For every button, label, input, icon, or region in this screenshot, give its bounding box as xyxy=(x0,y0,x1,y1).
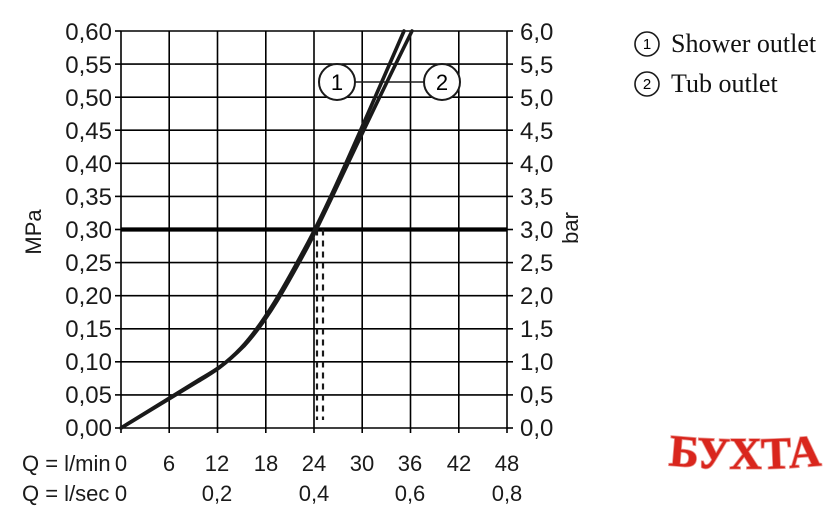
svg-text:0,6: 0,6 xyxy=(395,481,426,506)
svg-text:42: 42 xyxy=(447,451,471,476)
svg-text:0,2: 0,2 xyxy=(202,481,233,506)
svg-text:MPa: MPa xyxy=(21,209,46,255)
svg-text:БУХТА: БУХТА xyxy=(667,425,823,479)
svg-text:0,35: 0,35 xyxy=(65,184,112,211)
svg-text:2: 2 xyxy=(643,76,651,93)
svg-text:6: 6 xyxy=(163,451,175,476)
svg-text:Tub outlet: Tub outlet xyxy=(671,69,778,98)
svg-text:4,5: 4,5 xyxy=(520,118,553,145)
svg-text:0,20: 0,20 xyxy=(65,283,112,310)
svg-text:bar: bar xyxy=(558,212,583,244)
svg-text:0,45: 0,45 xyxy=(65,118,112,145)
svg-text:1,5: 1,5 xyxy=(520,316,553,343)
svg-text:Shower outlet: Shower outlet xyxy=(671,29,817,58)
svg-text:Q = l/sec: Q = l/sec xyxy=(22,481,109,506)
svg-text:0,0: 0,0 xyxy=(520,415,553,442)
svg-text:0,8: 0,8 xyxy=(492,481,523,506)
svg-text:36: 36 xyxy=(398,451,422,476)
svg-text:0,15: 0,15 xyxy=(65,316,112,343)
svg-text:30: 30 xyxy=(350,451,374,476)
svg-text:0: 0 xyxy=(115,481,127,506)
svg-text:0,10: 0,10 xyxy=(65,349,112,376)
svg-text:0,4: 0,4 xyxy=(299,481,330,506)
svg-text:0,00: 0,00 xyxy=(65,415,112,442)
svg-text:1: 1 xyxy=(643,36,651,53)
svg-text:2,5: 2,5 xyxy=(520,250,553,277)
svg-text:3,0: 3,0 xyxy=(520,217,553,244)
svg-text:0,30: 0,30 xyxy=(65,217,112,244)
svg-text:1,0: 1,0 xyxy=(520,349,553,376)
svg-text:24: 24 xyxy=(302,451,326,476)
svg-text:0,5: 0,5 xyxy=(520,382,553,409)
svg-text:2,0: 2,0 xyxy=(520,283,553,310)
svg-text:2: 2 xyxy=(436,70,448,95)
svg-text:5,0: 5,0 xyxy=(520,85,553,112)
svg-text:4,0: 4,0 xyxy=(520,151,553,178)
svg-text:0,55: 0,55 xyxy=(65,52,112,79)
svg-text:5,5: 5,5 xyxy=(520,52,553,79)
svg-text:0,50: 0,50 xyxy=(65,85,112,112)
svg-text:0,05: 0,05 xyxy=(65,382,112,409)
svg-text:Q = l/min: Q = l/min xyxy=(22,451,111,476)
svg-text:0,25: 0,25 xyxy=(65,250,112,277)
svg-text:1: 1 xyxy=(331,70,343,95)
svg-text:0: 0 xyxy=(115,451,127,476)
svg-text:12: 12 xyxy=(205,451,229,476)
svg-text:0,40: 0,40 xyxy=(65,151,112,178)
svg-text:6,0: 6,0 xyxy=(520,19,553,46)
svg-text:0,60: 0,60 xyxy=(65,19,112,46)
svg-text:18: 18 xyxy=(254,451,278,476)
svg-text:3,5: 3,5 xyxy=(520,184,553,211)
svg-text:48: 48 xyxy=(495,451,519,476)
